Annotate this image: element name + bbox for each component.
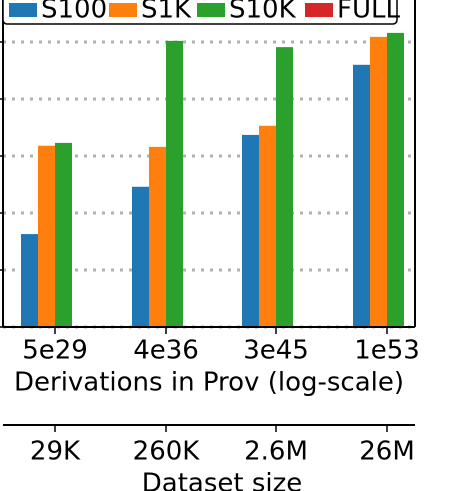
bar: [370, 36, 387, 328]
bar: [132, 186, 149, 327]
bar: [166, 40, 183, 328]
x2-tick-label: 26M: [359, 437, 415, 467]
legend-label: S10K: [229, 0, 297, 25]
bar: [353, 64, 370, 328]
x2-tick-label: 260K: [133, 437, 201, 467]
x2-tick-label: 29K: [30, 437, 81, 467]
x-tick-label: 1e53: [354, 336, 420, 366]
legend-label: S1K: [141, 0, 192, 25]
legend-swatch: [305, 3, 333, 17]
x2-axis-label: Dataset size: [142, 469, 303, 491]
bar: [38, 145, 55, 327]
x-tick-label: 5e29: [22, 336, 88, 366]
legend-swatch: [197, 3, 225, 17]
bar: [259, 125, 276, 327]
legend-label: S100: [41, 0, 107, 25]
bar: [21, 234, 38, 327]
legend-label: FULL: [337, 0, 400, 25]
x-axis-label: Derivations in Prov (log-scale): [14, 368, 404, 398]
legend-swatch: [9, 3, 37, 17]
bar: [276, 47, 293, 327]
bar: [387, 32, 404, 327]
x-tick-label: 4e36: [133, 336, 199, 366]
bar: [149, 146, 166, 327]
x2-tick-label: 2.6M: [244, 437, 308, 467]
bar: [55, 142, 72, 327]
x-tick-label: 3e45: [243, 336, 309, 366]
legend-swatch: [109, 3, 137, 17]
bar: [242, 134, 259, 327]
